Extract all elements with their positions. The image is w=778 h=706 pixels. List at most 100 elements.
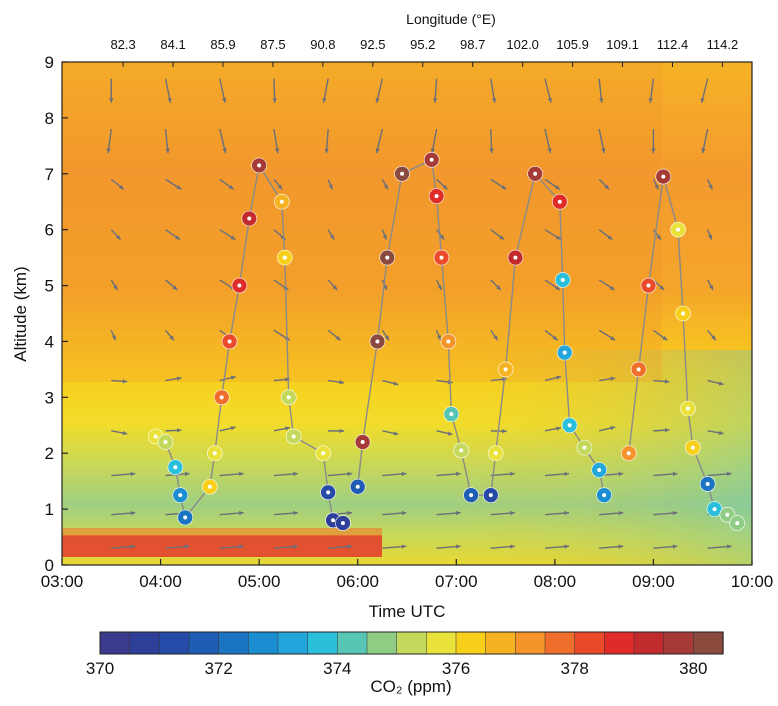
top-tick-label: 85.9 bbox=[210, 37, 235, 52]
co2-data-point-center bbox=[558, 200, 562, 204]
colorbar-bin bbox=[278, 632, 308, 654]
colorbar-bin bbox=[515, 632, 545, 654]
co2-data-point-center bbox=[713, 507, 717, 511]
co2-data-point-center bbox=[341, 521, 345, 525]
co2-data-point-center bbox=[489, 493, 493, 497]
co2-data-point-center bbox=[647, 284, 651, 288]
co2-data-point-center bbox=[725, 513, 729, 517]
co2-data-point-center bbox=[292, 434, 296, 438]
co2-data-point-center bbox=[691, 446, 695, 450]
top-tick-label: 109.1 bbox=[606, 37, 639, 52]
colorbar-bin bbox=[486, 632, 516, 654]
co2-data-point-center bbox=[637, 367, 641, 371]
co2-data-point-center bbox=[676, 228, 680, 232]
co2-data-point-center bbox=[361, 440, 365, 444]
y-tick-label: 7 bbox=[45, 165, 54, 184]
co2-data-point-center bbox=[237, 284, 241, 288]
y-tick-label: 6 bbox=[45, 221, 54, 240]
colorbar-bin bbox=[634, 632, 664, 654]
co2-data-point-center bbox=[280, 200, 284, 204]
colorbar-bin bbox=[664, 632, 694, 654]
co2-data-point-center bbox=[326, 490, 330, 494]
co2-data-point-center bbox=[331, 518, 335, 522]
x-tick-label: 04:00 bbox=[139, 572, 182, 591]
co2-data-point-center bbox=[385, 256, 389, 260]
co2-data-point-center bbox=[183, 515, 187, 519]
y-tick-label: 3 bbox=[45, 388, 54, 407]
colorbar-tick-label: 376 bbox=[442, 659, 470, 678]
co2-data-point-center bbox=[504, 367, 508, 371]
colorbar-bin bbox=[604, 632, 634, 654]
co2-data-point-center bbox=[513, 256, 517, 260]
co2-data-point-center bbox=[597, 468, 601, 472]
x-tick-label: 07:00 bbox=[435, 572, 478, 591]
colorbar-bin bbox=[130, 632, 160, 654]
co2-data-point-center bbox=[435, 194, 439, 198]
colorbar-bin bbox=[426, 632, 456, 654]
top-axis-label: Longitude (°E) bbox=[406, 11, 496, 27]
co2-data-point-center bbox=[533, 172, 537, 176]
co2-data-point-center bbox=[449, 412, 453, 416]
co2-data-point-center bbox=[283, 256, 287, 260]
colorbar-bin bbox=[575, 632, 605, 654]
colorbar-bin bbox=[189, 632, 219, 654]
colorbar-bin bbox=[337, 632, 367, 654]
top-tick-label: 114.2 bbox=[707, 37, 739, 52]
co2-data-point-center bbox=[164, 440, 168, 444]
colorbar-tick-label: 374 bbox=[323, 659, 351, 678]
co2-data-point-center bbox=[208, 485, 212, 489]
co2-data-point-center bbox=[735, 521, 739, 525]
colorbar-tick-label: 380 bbox=[679, 659, 707, 678]
x-tick-label: 05:00 bbox=[238, 572, 281, 591]
colorbar-bin bbox=[367, 632, 397, 654]
top-tick-label: 87.5 bbox=[260, 37, 285, 52]
colorbar-bin bbox=[693, 632, 723, 654]
co2-data-point-center bbox=[247, 216, 251, 220]
colorbar-bin bbox=[545, 632, 575, 654]
colorbar-bin bbox=[308, 632, 338, 654]
colorbar-bin bbox=[397, 632, 427, 654]
colorbar-tick-label: 378 bbox=[560, 659, 588, 678]
co2-data-point-center bbox=[213, 451, 217, 455]
colorbar-bin bbox=[159, 632, 189, 654]
y-tick-label: 4 bbox=[45, 332, 54, 351]
co2-data-point-center bbox=[686, 407, 690, 411]
x-tick-label: 09:00 bbox=[632, 572, 675, 591]
x-tick-label: 06:00 bbox=[336, 572, 379, 591]
co2-data-point-center bbox=[173, 465, 177, 469]
co2-data-point-center bbox=[459, 448, 463, 452]
top-tick-label: 95.2 bbox=[410, 37, 435, 52]
co2-data-point-center bbox=[228, 339, 232, 343]
y-tick-label: 0 bbox=[45, 556, 54, 575]
co2-data-point-center bbox=[220, 395, 224, 399]
co2-data-point-center bbox=[561, 278, 565, 282]
co2-data-point-center bbox=[706, 482, 710, 486]
top-tick-label: 82.3 bbox=[110, 37, 135, 52]
co2-data-point-center bbox=[154, 434, 158, 438]
y-axis-label: Altitude (km) bbox=[11, 266, 30, 361]
colorbar-label: CO₂ (ppm) bbox=[370, 677, 451, 696]
top-tick-label: 84.1 bbox=[160, 37, 185, 52]
co2-data-point-center bbox=[661, 175, 665, 179]
top-tick-label: 105.9 bbox=[556, 37, 589, 52]
y-tick-label: 5 bbox=[45, 277, 54, 296]
co2-data-point-center bbox=[356, 485, 360, 489]
co2-data-point-center bbox=[494, 451, 498, 455]
x-axis-label: Time UTC bbox=[369, 602, 446, 621]
top-tick-label: 102.0 bbox=[506, 37, 539, 52]
colorbar-bin bbox=[219, 632, 249, 654]
colorbar-bin bbox=[248, 632, 278, 654]
co2-data-point-center bbox=[430, 158, 434, 162]
co2-data-point-center bbox=[440, 256, 444, 260]
y-tick-label: 8 bbox=[45, 109, 54, 128]
y-tick-label: 2 bbox=[45, 444, 54, 463]
co2-data-point-center bbox=[400, 172, 404, 176]
co2-data-point-center bbox=[582, 446, 586, 450]
top-tick-label: 92.5 bbox=[360, 37, 385, 52]
co2-data-point-center bbox=[178, 493, 182, 497]
co2-data-point-center bbox=[375, 339, 379, 343]
x-tick-label: 08:00 bbox=[534, 572, 577, 591]
co2-data-point-center bbox=[681, 312, 685, 316]
co2-data-point-center bbox=[321, 451, 325, 455]
